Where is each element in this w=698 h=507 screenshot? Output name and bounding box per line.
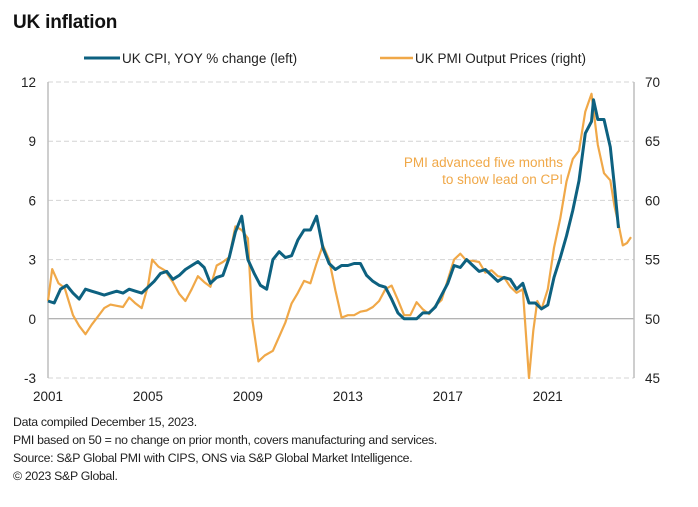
chart-title: UK inflation (13, 12, 118, 33)
line-chart: 12 9 6 3 0 -3 70 65 60 55 50 45 2001 2005 2009 2013 2017… (21, 51, 660, 404)
x-axis-tick-label: 2013 (333, 389, 363, 404)
note-copyright: © 2023 S&P Global. (13, 469, 118, 483)
note-source: Source: S&P Global PMI with CIPS, ONS vi… (13, 451, 413, 465)
left-axis-tick-label: 0 (28, 312, 36, 327)
left-axis-tick-label: 9 (28, 134, 36, 149)
axes: 12 9 6 3 0 -3 70 65 60 55 50 45 2001 2005 2009 2013 2017… (21, 75, 660, 404)
right-axis-tick-label: 45 (645, 371, 660, 386)
right-axis-tick-label: 50 (645, 312, 660, 327)
gridlines (48, 81, 634, 379)
left-axis-tick-label: -3 (24, 371, 36, 386)
x-axis-tick-label: 2017 (433, 389, 463, 404)
legend-label-cpi: UK CPI, YOY % change (left) (122, 51, 297, 66)
cpi-series-line (47, 98, 620, 321)
footnotes: Data compiled December 15, 2023. PMI bas… (13, 413, 437, 485)
note-pmi-definition: PMI based on 50 = no change on prior mon… (13, 433, 437, 447)
legend: UK CPI, YOY % change (left) UK PMI Output… (84, 51, 586, 66)
right-axis-tick-label: 70 (645, 75, 660, 90)
x-axis-tick-label: 2005 (133, 389, 163, 404)
right-axis-tick-label: 65 (645, 134, 660, 149)
annotation-text: to show lead on CPI (442, 172, 563, 187)
x-axis-tick-label: 2001 (33, 389, 63, 404)
annotation-text: PMI advanced five months (404, 155, 563, 170)
right-axis-tick-label: 60 (645, 193, 660, 208)
x-axis-tick-label: 2021 (533, 389, 563, 404)
x-axis-tick-label: 2009 (233, 389, 263, 404)
series-lines (46, 92, 632, 380)
annotation: PMI advanced five months to show lead on … (404, 155, 563, 187)
left-axis-tick-label: 12 (21, 75, 36, 90)
right-axis-tick-label: 55 (645, 253, 660, 268)
pmi-series-line (46, 92, 632, 380)
note-compiled-date: Data compiled December 15, 2023. (13, 415, 197, 429)
left-axis-tick-label: 6 (28, 193, 36, 208)
left-axis-tick-label: 3 (28, 253, 36, 268)
legend-label-pmi: UK PMI Output Prices (right) (415, 51, 586, 66)
